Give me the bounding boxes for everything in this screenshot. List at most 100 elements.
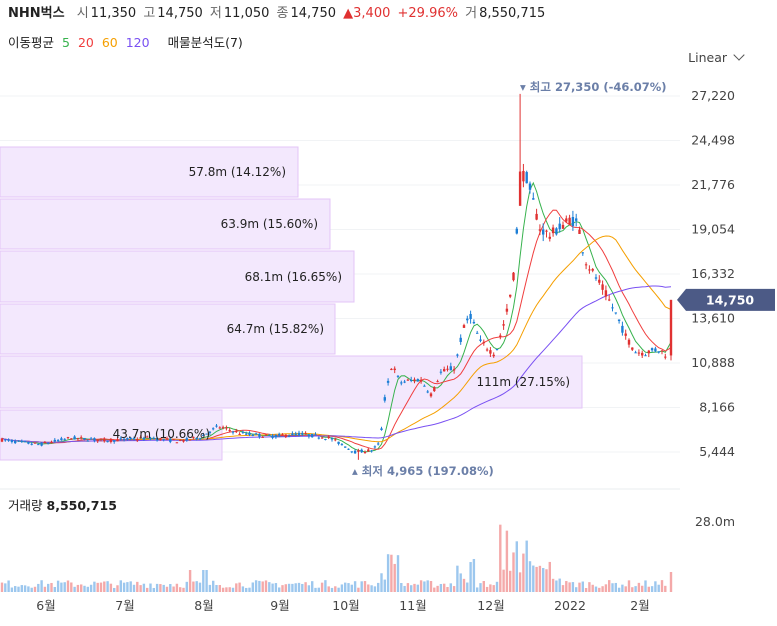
candle (598, 279, 601, 283)
y-tick-label: 5,444 (699, 444, 735, 459)
candle (106, 441, 109, 443)
candle (363, 451, 367, 453)
moving-average-legend[interactable]: 이동평균 5 20 60 120 매물분석도(7) (8, 32, 247, 51)
candle (647, 350, 650, 354)
candle (274, 434, 278, 438)
candle (20, 440, 23, 442)
ma60-legend[interactable]: 60 (101, 35, 118, 50)
candle (634, 352, 637, 354)
candle (542, 229, 545, 235)
volume-bar (396, 555, 400, 592)
candle (80, 437, 83, 439)
candle (396, 375, 400, 377)
volume-bar (66, 580, 70, 592)
volume-bar (281, 585, 284, 592)
volume-bar (657, 584, 660, 592)
change-percent: +29.96% (397, 6, 458, 21)
candle (482, 341, 485, 344)
volume-value: 8,550,715 (479, 6, 546, 21)
candle (175, 442, 179, 444)
volume-profile-legend[interactable]: 매물분석도(7) (167, 35, 243, 50)
candle (10, 439, 14, 443)
candle (535, 213, 538, 220)
volume-bar (205, 570, 208, 592)
volume-bar (469, 562, 472, 592)
volume-bar (492, 585, 495, 592)
candle (485, 349, 489, 351)
candle (459, 337, 462, 342)
candle (261, 436, 264, 438)
candle (327, 436, 330, 438)
volume-bar (568, 582, 571, 592)
volume-bar (228, 587, 231, 592)
volume-bar (218, 585, 221, 592)
volume-bar (182, 587, 185, 592)
candle (93, 438, 96, 441)
candle (152, 438, 155, 440)
y-tick-label: 16,332 (691, 266, 735, 281)
volume-bar (225, 587, 228, 592)
candle (53, 439, 56, 442)
candle (122, 438, 126, 440)
candle (47, 443, 50, 445)
volume-bar (340, 584, 344, 592)
volume-bar (76, 584, 80, 592)
volume-bar (70, 582, 73, 592)
y-tick-label: 10,888 (691, 355, 735, 370)
candle (195, 437, 198, 440)
candle (492, 354, 495, 357)
volume-bar (212, 580, 215, 592)
candle (525, 172, 528, 184)
candle (400, 382, 403, 384)
volume-bar (152, 587, 155, 592)
volume-bar (353, 581, 357, 592)
volume-bar (327, 586, 330, 592)
candle (568, 217, 571, 225)
volume-bar (106, 581, 109, 592)
volume-bar (518, 572, 522, 592)
high-value: 14,750 (157, 6, 203, 21)
candle (7, 439, 10, 441)
ma20-legend[interactable]: 20 (77, 35, 94, 50)
volume-bar (495, 581, 499, 592)
price-header: NHN벅스 시 11,350 고 14,750 저 11,050 종 14,750 ▲3… (8, 2, 548, 21)
x-tick-label: 10월 (332, 598, 359, 613)
candle (538, 229, 542, 231)
candle (278, 433, 281, 436)
volume-bar (400, 583, 403, 592)
current-price-label: 14,750 (706, 292, 755, 307)
open-value: 11,350 (90, 6, 137, 21)
volume-bar (581, 581, 584, 592)
candle (344, 446, 347, 448)
volume-bar (185, 581, 188, 592)
candle (528, 183, 532, 190)
candle (390, 368, 393, 371)
volume-bar (179, 587, 182, 592)
candle (340, 444, 344, 446)
candle (377, 443, 380, 445)
ma5-legend[interactable]: 5 (62, 35, 70, 50)
volume-bar (304, 582, 307, 592)
change-value: ▲3,400 (343, 6, 391, 21)
candle (311, 433, 314, 438)
volume-bar (479, 583, 482, 592)
low-value: 11,050 (223, 6, 270, 21)
ma120-legend[interactable]: 120 (125, 35, 150, 50)
volume-bar (542, 567, 545, 592)
candle (426, 391, 429, 393)
candle (129, 437, 132, 439)
x-tick-label: 2022 (554, 598, 586, 613)
volume-bar (10, 587, 14, 592)
volume-bar (208, 584, 212, 592)
candle (479, 339, 482, 341)
volume-bar (311, 581, 314, 592)
volume-bar (617, 587, 621, 592)
volume-bar (83, 585, 86, 592)
volume-bar (73, 586, 76, 592)
volume-profile-label: 43.7m (10.66%) (113, 427, 210, 441)
volume-panel-value: 8,550,715 (46, 498, 117, 513)
x-tick-label: 11월 (399, 598, 426, 613)
scale-dropdown[interactable]: Linear (688, 49, 745, 65)
candle (146, 436, 149, 438)
